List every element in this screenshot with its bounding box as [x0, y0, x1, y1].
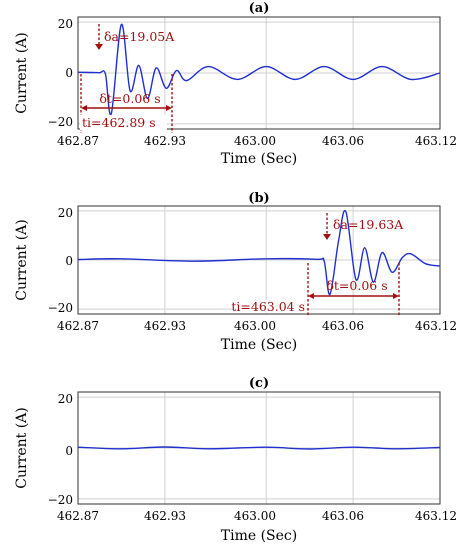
y-tick-label: 20 [58, 392, 73, 406]
y-tick-label: 20 [58, 17, 73, 31]
x-tick-label: 463.00 [234, 134, 276, 148]
x-tick-label: 462.87 [57, 134, 99, 148]
y-tick-label: 0 [65, 254, 73, 268]
y-tick-label: −20 [48, 493, 73, 507]
x-tick-label: 463.12 [415, 319, 457, 333]
panel-b-frame [77, 205, 441, 315]
panel-b-x-ticks: 462.87 462.93 463.00 463.06 463.12 [57, 319, 457, 333]
panel-a-title: (a) [249, 1, 270, 16]
y-tick-label: −20 [48, 301, 73, 315]
panel-b-title: (b) [248, 191, 269, 206]
peak-arrow-head [323, 234, 331, 240]
x-tick-label: 463.06 [322, 319, 364, 333]
y-tick-label: 0 [65, 66, 73, 80]
panel-b-delta-t-label: δt=0.06 s [326, 278, 387, 293]
peak-arrow-head [95, 44, 103, 50]
x-tick-label: 462.87 [57, 509, 99, 523]
x-tick-label: 463.00 [234, 319, 276, 333]
panel-a: (a) 462.87 462.93 463.00 463.06 463.12 2… [14, 1, 457, 167]
panel-c-x-axis-label: Time (Sec) [221, 528, 297, 544]
panel-b-delta-a-label: δa=19.63A [333, 217, 404, 232]
x-tick-label: 462.87 [57, 319, 99, 333]
panel-c-y-axis-label: Current (A) [14, 407, 30, 489]
panel-b-current-series-line [77, 209, 441, 296]
x-tick-label: 463.00 [234, 509, 276, 523]
panel-a-ti-label: ti=462.89 s [82, 115, 156, 130]
x-tick-label: 462.93 [144, 509, 186, 523]
x-tick-label: 463.12 [415, 509, 457, 523]
panel-b-x-axis-label: Time (Sec) [221, 337, 297, 353]
panel-a-delta-a-label: δa=19.05A [104, 29, 175, 44]
delta-t-arrow-right [166, 105, 172, 111]
panel-c-title: (c) [249, 376, 269, 391]
x-tick-label: 463.06 [322, 134, 364, 148]
panel-b-ti-label: ti=463.04 s [231, 299, 305, 314]
panel-b-y-ticks: 20 0 −20 [48, 206, 73, 315]
panel-a-delta-t-label: δt=0.06 s [99, 91, 160, 106]
ti-label-background [80, 115, 167, 130]
panel-a-x-axis-label: Time (Sec) [221, 151, 297, 167]
delta-t-arrow-left [81, 105, 87, 111]
delta-t-arrow-right [393, 293, 399, 299]
panel-a-annotations: δa=19.05A δt=0.06 s ti=462.89 s [80, 24, 175, 133]
y-tick-label: 0 [65, 444, 73, 458]
x-tick-label: 462.93 [144, 319, 186, 333]
y-tick-label: −20 [48, 115, 73, 129]
x-tick-label: 463.06 [322, 509, 364, 523]
panel-b: (b) 462.87 462.93 463.00 463.06 463.12 2… [14, 191, 457, 353]
panel-a-current-series-line [77, 23, 441, 116]
panel-c-current-series-line [77, 446, 441, 450]
x-tick-label: 463.12 [415, 134, 457, 148]
panel-c-x-ticks: 462.87 462.93 463.00 463.06 463.12 [57, 509, 457, 523]
panel-a-y-ticks: 20 0 −20 [48, 17, 73, 129]
panel-b-y-axis-label: Current (A) [14, 219, 30, 301]
delta-t-arrow-left [308, 293, 314, 299]
panel-c-y-ticks: 20 0 −20 [48, 392, 73, 507]
panel-b-annotations: δa=19.63A δt=0.06 s ti=463.04 s [231, 213, 404, 316]
x-tick-label: 462.93 [144, 134, 186, 148]
panel-c: (c) 462.87 462.93 463.00 463.06 463.12 2… [14, 376, 457, 544]
ti-label-background [236, 300, 306, 313]
panel-a-x-ticks: 462.87 462.93 463.00 463.06 463.12 [57, 134, 457, 148]
panel-a-y-axis-label: Current (A) [14, 32, 30, 114]
y-tick-label: 20 [58, 206, 73, 220]
